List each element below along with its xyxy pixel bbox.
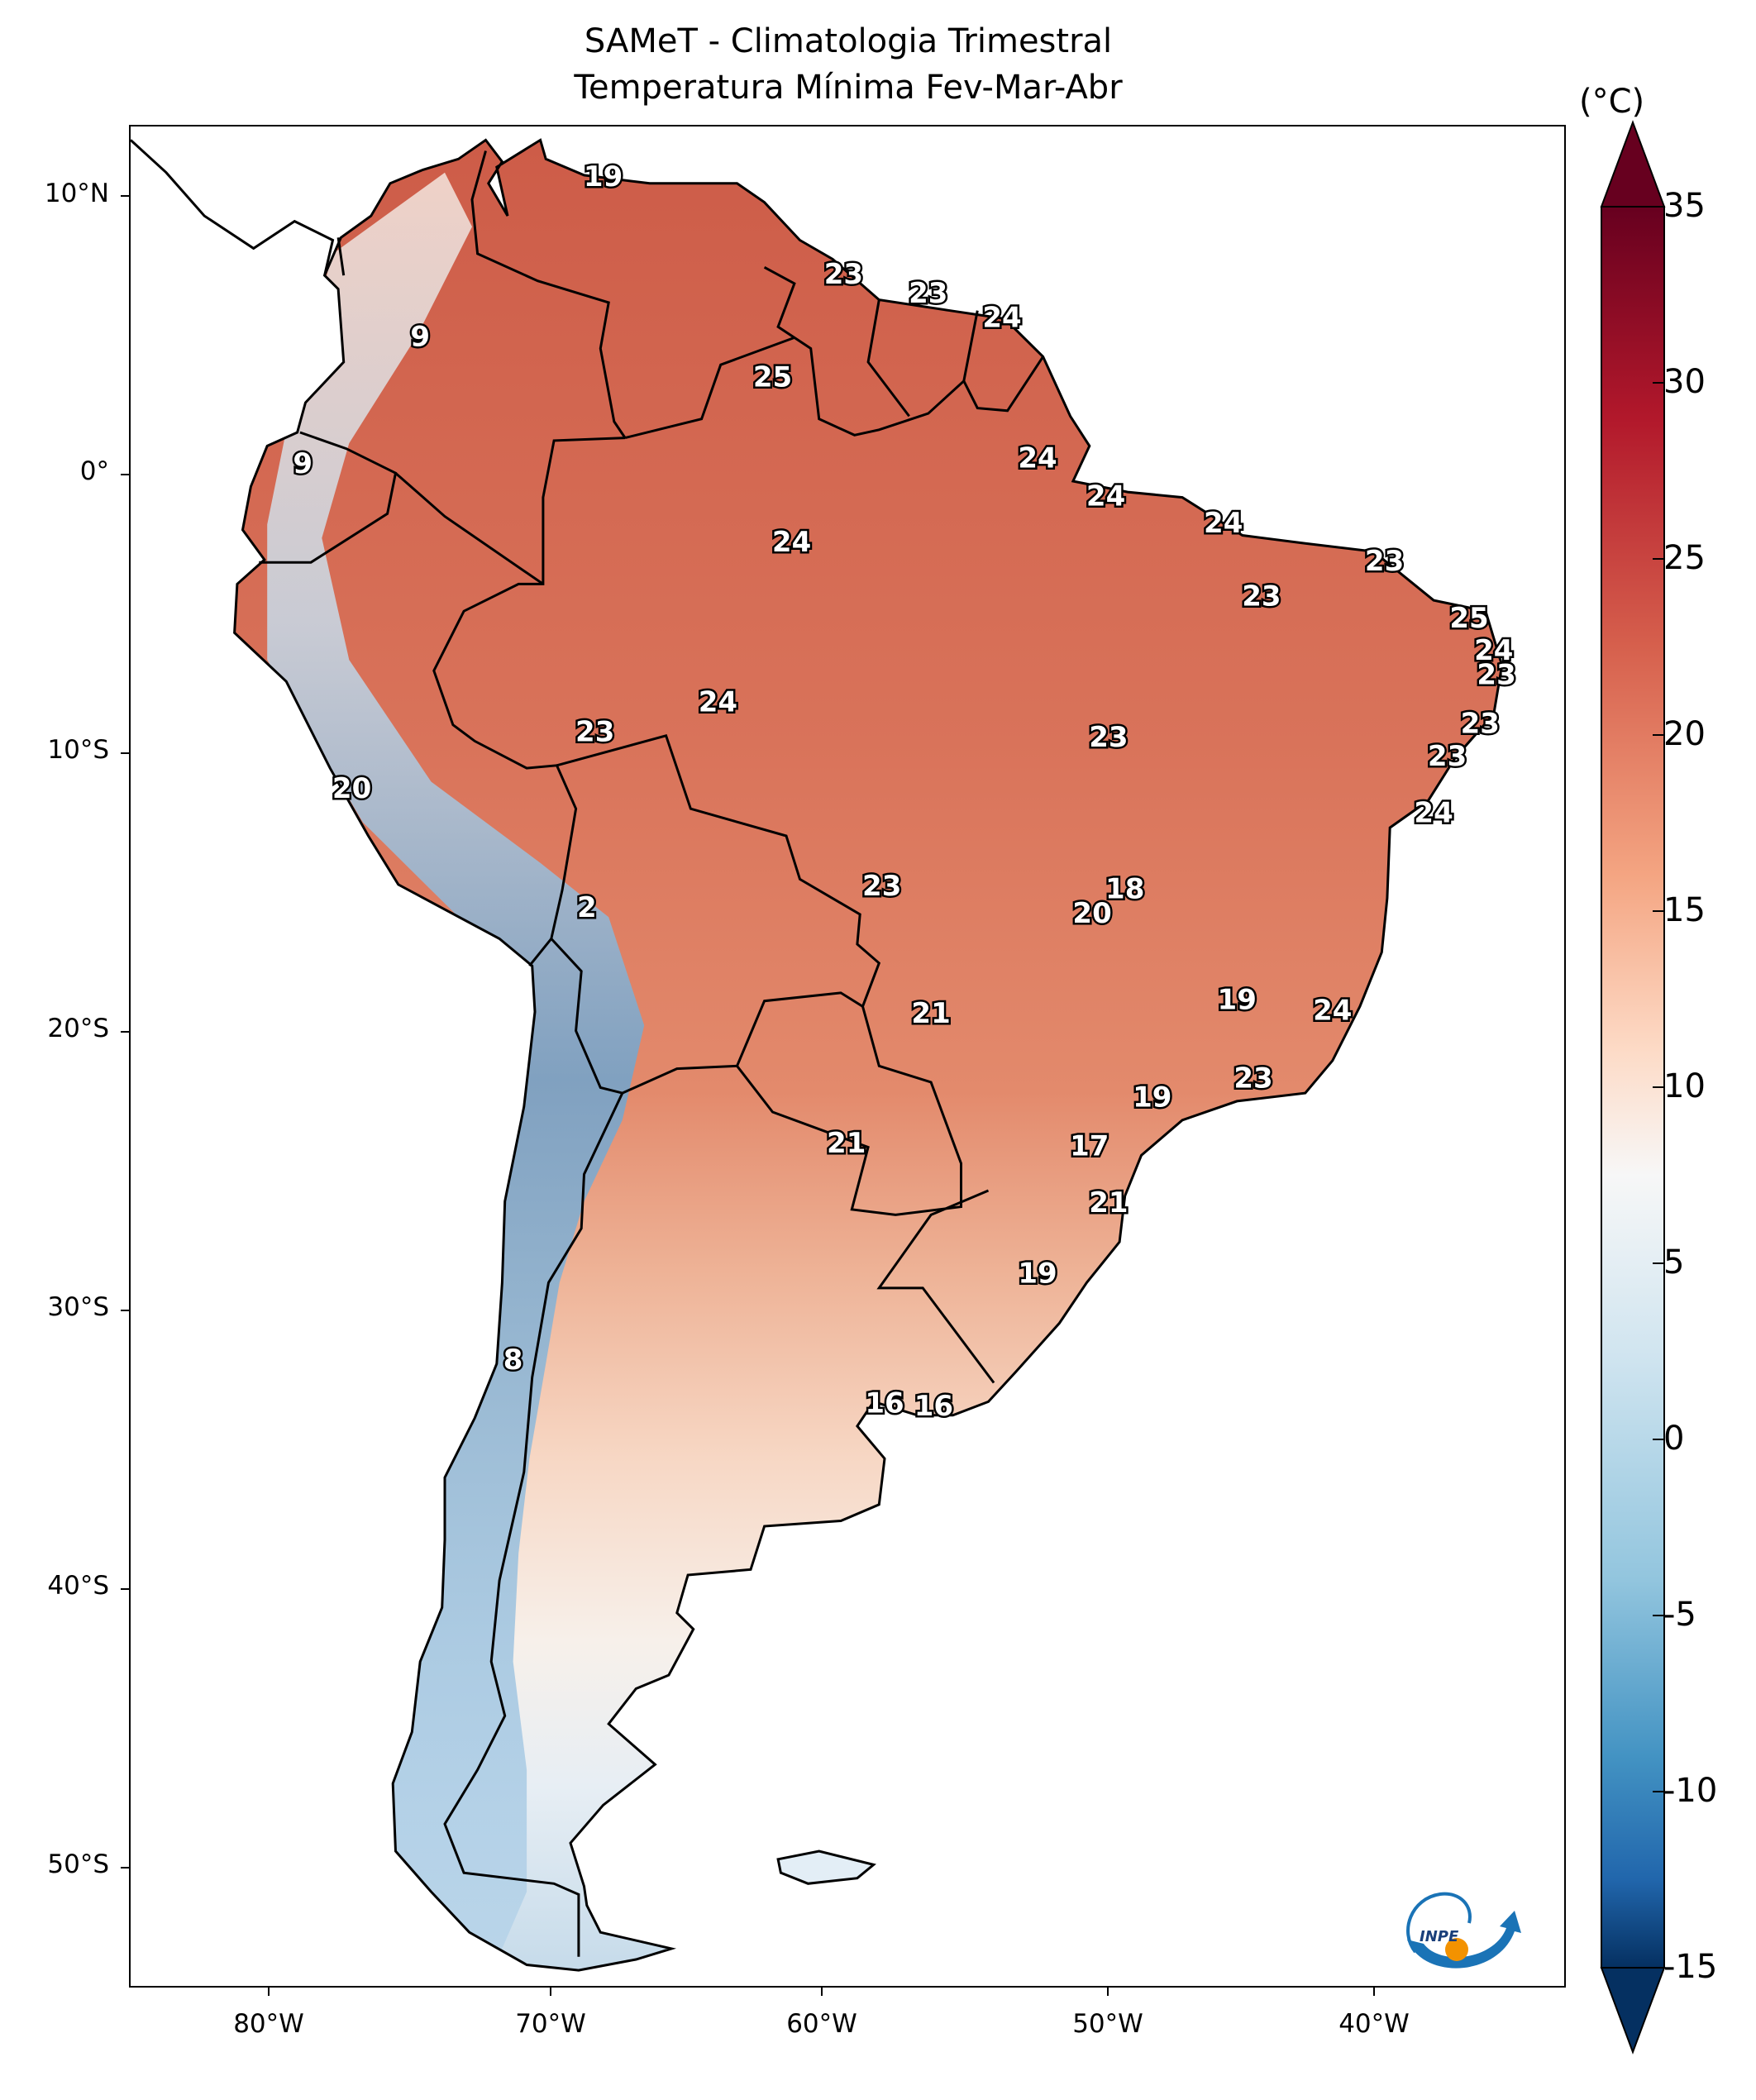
map-value-label: 24 [1086,480,1125,513]
border-line [866,299,910,418]
map-panel[interactable]: 19 23 23 24 9 25 9 24 24 24 24 23 23 25 24 23 24 23 23 23 23… [129,125,1566,1988]
colorbar-tick-label: -15 [1663,1948,1718,1986]
map-value-label: 16 [865,1387,904,1420]
map-value-label: 21 [1089,1186,1128,1219]
map-value-label: 20 [332,772,371,805]
border-line [622,991,962,1216]
map-value-label: 19 [1133,1081,1171,1114]
svg-text:INPE: INPE [1420,1928,1459,1945]
lon-label-50w: 50°W [1072,2009,1143,2039]
map-subtitle: Temperatura Mínima Fev-Mar-Abr [574,69,1123,107]
lat-tick [121,195,129,197]
map-value-label: 24 [1414,797,1453,830]
map-value-label: 9 [410,320,430,353]
lat-tick [121,1310,129,1311]
border-line [556,733,881,1007]
map-value-label: 8 [503,1344,523,1377]
colorbar-tick-label: 20 [1663,715,1706,753]
lon-label-40w: 40°W [1338,2009,1410,2039]
lon-label-70w: 70°W [515,2009,586,2039]
map-value-label: 2 [577,891,597,924]
border-line [763,265,979,437]
map-value-label: 24 [982,301,1021,334]
map-value-label: 25 [1449,602,1488,635]
lon-tick [1373,1988,1375,1996]
map-value-label: 24 [1474,634,1513,667]
lat-label-10s: 10°S [47,735,109,765]
map-value-label: 19 [1218,984,1257,1017]
lat-tick [121,1588,129,1590]
lon-tick [550,1988,551,1996]
map-value-label: 23 [1461,708,1500,741]
lat-tick [121,1867,129,1869]
map-value-label: 18 [1105,872,1144,905]
border-line [259,431,398,564]
map-value-label: 23 [1365,545,1404,578]
lat-label-30s: 30°S [47,1292,109,1322]
colorbar-tick-label: 25 [1663,539,1706,577]
border-line [624,336,795,440]
map-value-label: 23 [1089,721,1128,754]
colorbar-max-arrow [1600,120,1666,208]
border-line [962,356,1044,413]
border-line [443,938,624,1957]
map-value-label: 16 [914,1390,953,1423]
lon-tick [268,1988,270,1996]
border-line [394,472,544,585]
colorbar [1600,120,1666,2055]
map-value-label: 21 [827,1127,866,1160]
map-value-label: 24 [772,526,811,559]
map-value-label: 23 [862,870,901,903]
map-value-label: 9 [293,447,313,480]
lat-label-10n: 10°N [44,179,109,208]
colorbar-tick-label: 10 [1663,1067,1706,1105]
lat-tick [121,752,129,754]
map-title: SAMeT - Climatologia Trimestral [584,22,1113,60]
map-value-label: 19 [584,160,623,193]
border-line [336,237,346,276]
colorbar-tick-label: -10 [1663,1772,1718,1810]
map-value-label: 17 [1070,1129,1109,1162]
falkland-islands [776,1849,876,1885]
map-value-label: 24 [1313,995,1352,1028]
lat-label-50s: 50°S [47,1849,109,1879]
colorbar-tick-label: 30 [1663,363,1706,401]
colorbar-tick-label: 5 [1663,1243,1685,1281]
map-value-label: 19 [1018,1257,1057,1290]
map-value-label: 23 [1477,659,1515,692]
map-value-label: 24 [699,685,737,718]
lon-tick [821,1988,823,1996]
colorbar-tick-label: 15 [1663,891,1706,929]
lat-label-0: 0° [79,456,109,486]
map-value-label: 20 [1072,897,1111,930]
map-value-label: 21 [911,997,950,1030]
colorbar-unit: (°C) [1579,83,1645,121]
map-value-label: 24 [1018,442,1057,475]
map-value-label: 23 [909,277,947,310]
map-value-label: 23 [824,258,863,291]
colorbar-tick-label: -5 [1663,1596,1696,1634]
border-line [432,437,626,967]
map-value-label: 23 [1233,1062,1272,1095]
map-value-label: 23 [575,715,614,748]
map-value-label: 25 [753,360,792,394]
border-line [876,1189,995,1384]
lon-label-80w: 80°W [233,2009,304,2039]
border-line [470,150,627,439]
colorbar-tick-label: 0 [1663,1420,1685,1458]
map-value-label: 23 [1428,740,1467,773]
lat-tick [121,1031,129,1033]
inpe-logo: INPE [1406,1892,1521,1969]
lat-label-40s: 40°S [47,1571,109,1601]
lat-label-20s: 20°S [47,1014,109,1043]
lon-label-60w: 60°W [786,2009,857,2039]
lon-tick [1107,1988,1109,1996]
map-value-label: 24 [1204,507,1243,540]
colorbar-tick-label: 35 [1663,187,1706,225]
colorbar-min-arrow [1600,1967,1666,2055]
lat-tick [121,474,129,475]
map-value-label: 23 [1242,580,1281,613]
